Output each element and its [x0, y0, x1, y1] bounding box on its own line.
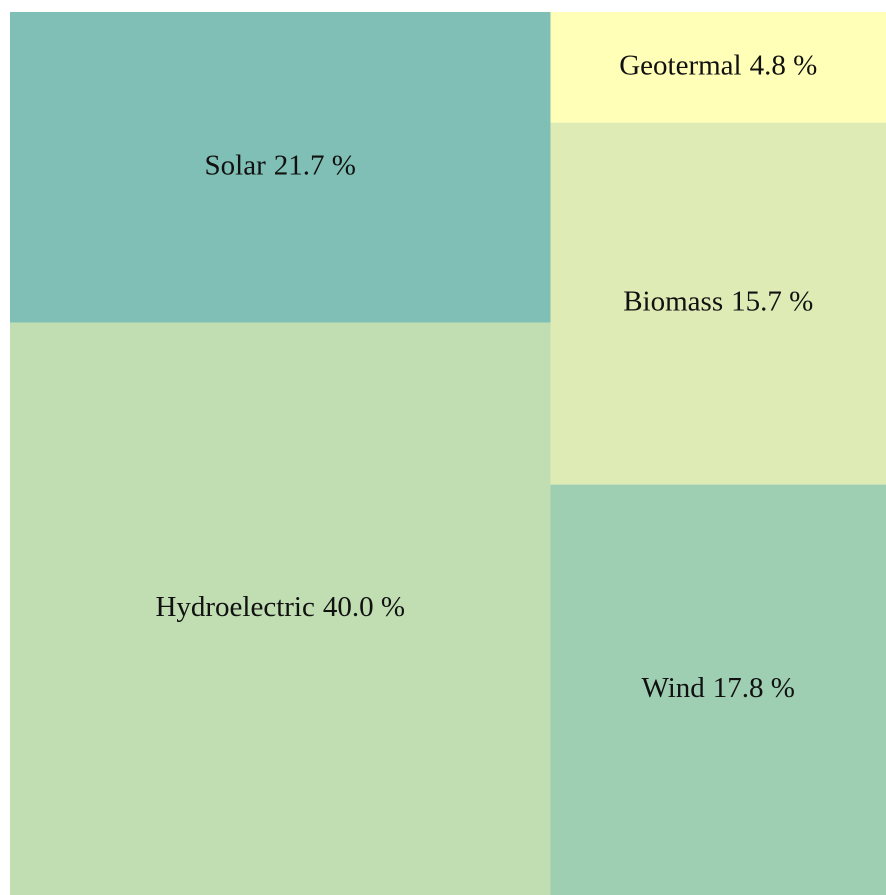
- category-name: Geotermal: [619, 49, 741, 81]
- cell-label: Hydroelectric 40.0 %: [155, 590, 405, 622]
- cell-label: Biomass 15.7 %: [623, 285, 813, 317]
- category-name: Solar: [205, 149, 267, 181]
- value-label: 15.7 %: [731, 285, 813, 317]
- treemap-cell: [550, 122, 886, 485]
- value-label: 21.7 %: [274, 149, 356, 181]
- category-name: Hydroelectric: [155, 590, 314, 622]
- category-name: Biomass: [623, 285, 723, 317]
- treemap-cell: [550, 12, 886, 123]
- treemap-cell: [10, 12, 551, 323]
- value-label: 17.8 %: [713, 671, 795, 703]
- cell-label: Wind 17.8 %: [642, 671, 795, 703]
- treemap-cell: [10, 322, 551, 895]
- category-name: Wind: [642, 671, 706, 703]
- value-label: 4.8 %: [750, 49, 818, 81]
- treemap-cell: [550, 484, 886, 895]
- cell-label: Geotermal 4.8 %: [619, 49, 817, 81]
- cell-label: Solar 21.7 %: [205, 149, 356, 181]
- value-label: 40.0 %: [323, 590, 405, 622]
